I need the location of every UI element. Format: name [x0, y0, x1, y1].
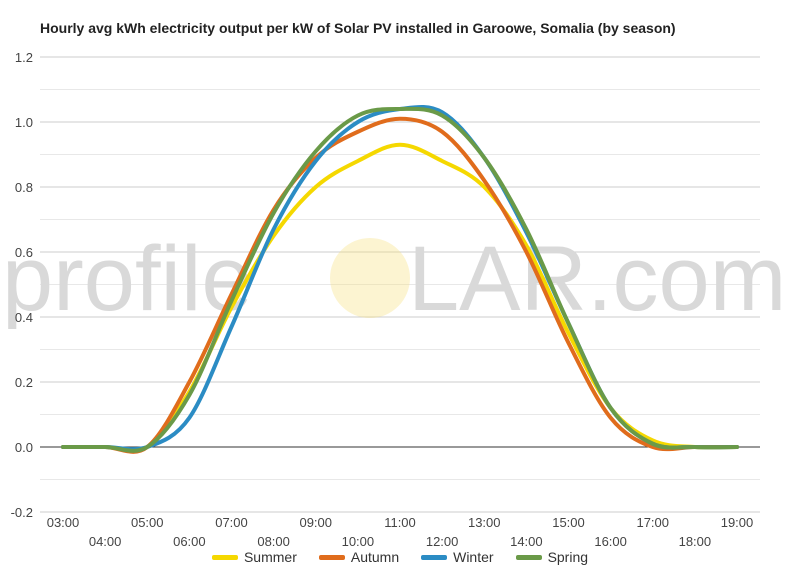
series-lines — [61, 104, 739, 454]
x-tick-label: 12:00 — [426, 534, 459, 549]
y-tick-label: 0.6 — [15, 245, 33, 260]
y-tick-label: 1.0 — [15, 115, 33, 130]
legend-label: Winter — [453, 549, 494, 565]
grid — [40, 56, 760, 513]
legend-swatch — [318, 554, 345, 560]
legend-item-autumn[interactable]: Autumn — [318, 549, 400, 565]
legend-swatch — [515, 554, 542, 560]
legend: Summer Autumn Winter Spring — [0, 549, 800, 565]
legend-item-spring[interactable]: Spring — [515, 549, 589, 565]
series-line-spring — [61, 106, 739, 453]
legend-label: Autumn — [350, 549, 400, 565]
y-tick-label: 0.2 — [15, 375, 33, 390]
series-line-autumn — [61, 116, 739, 454]
y-tick-label: -0.2 — [11, 505, 33, 520]
x-tick-label: 09:00 — [299, 515, 332, 530]
chart-title: Hourly avg kWh electricity output per kW… — [40, 20, 676, 36]
x-tick-label: 06:00 — [173, 534, 206, 549]
y-tick-label: 1.2 — [15, 50, 33, 65]
watermark-text-right: LAR.com — [408, 228, 786, 330]
x-tick-label: 19:00 — [721, 515, 754, 530]
x-tick-label: 16:00 — [594, 534, 627, 549]
x-tick-label: 18:00 — [679, 534, 712, 549]
watermark: profile LAR.com — [2, 228, 786, 330]
x-tick-label: 03:00 — [47, 515, 80, 530]
x-tick-label: 07:00 — [215, 515, 248, 530]
x-tick-label: 10:00 — [342, 534, 375, 549]
y-tick-label: 0.8 — [15, 180, 33, 195]
watermark-text-left: profile — [2, 228, 253, 330]
legend-item-summer[interactable]: Summer — [211, 549, 297, 565]
legend-swatch — [421, 554, 448, 560]
x-tick-label: 17:00 — [636, 515, 669, 530]
x-tick-label: 13:00 — [468, 515, 501, 530]
legend-swatch — [211, 554, 238, 560]
legend-label: Summer — [243, 549, 297, 565]
y-tick-label: 0.0 — [15, 440, 33, 455]
x-tick-label: 05:00 — [131, 515, 164, 530]
legend-label: Spring — [547, 549, 589, 565]
x-tick-label: 04:00 — [89, 534, 122, 549]
y-tick-label: 0.4 — [15, 310, 33, 325]
legend-item-winter[interactable]: Winter — [421, 549, 494, 565]
x-axis: 03:00 04:00 05:00 06:00 07:00 08:00 09:00 10:00… — [47, 515, 754, 549]
sun-logo-icon — [330, 238, 410, 318]
x-tick-label: 15:00 — [552, 515, 585, 530]
x-tick-label: 11:00 — [384, 515, 416, 530]
y-axis: -0.2 0.0 0.2 0.4 0.6 0.8 1.0 1.2 — [11, 50, 33, 520]
x-tick-label: 08:00 — [257, 534, 290, 549]
x-tick-label: 14:00 — [510, 534, 543, 549]
